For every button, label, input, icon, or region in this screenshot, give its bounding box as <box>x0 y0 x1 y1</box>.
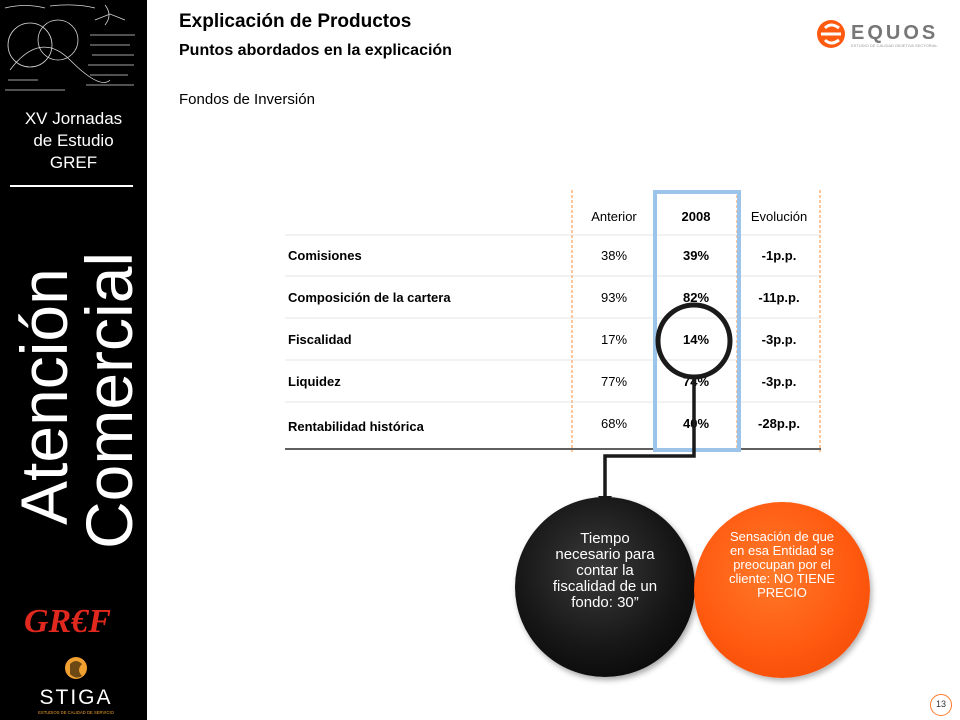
anterior-value: 68% <box>600 416 628 431</box>
callout-black-text: Tiempo necesario para contar la fiscalid… <box>552 530 658 611</box>
evolucion-value: -28p.p. <box>758 416 800 431</box>
event-line: XV Jornadas <box>24 109 123 128</box>
event-line: GREF <box>49 153 98 172</box>
section-vertical-title: Atención Comercial <box>7 252 146 549</box>
row-label: Composición de la cartera <box>288 290 451 305</box>
evolucion-value: -3p.p. <box>761 332 797 347</box>
anterior-value: 77% <box>600 374 628 389</box>
current-value: 14% <box>682 332 710 347</box>
anterior-value: 93% <box>600 290 628 305</box>
gref-logo-text: GR€F <box>24 603 111 640</box>
page-number: 13 <box>930 694 952 716</box>
stiga-tagline: ESTUDIOS DE CALIDAD DE SERVICIO <box>38 710 115 715</box>
current-value: 40% <box>682 416 710 431</box>
anterior-value: 38% <box>600 248 628 263</box>
callout-black-circle <box>515 497 695 677</box>
callout-orange-circle <box>694 502 870 678</box>
stiga-logo: STIGA ESTUDIOS DE CALIDAD DE SERVICIO <box>38 657 115 715</box>
equos-logo: EQUOS ESTUDIO DE CALIDAD OBJETIVA SECTOR… <box>817 20 938 48</box>
divider <box>10 185 133 187</box>
current-value: 39% <box>682 248 710 263</box>
row-label: Liquidez <box>288 374 341 389</box>
equos-logo-tagline: ESTUDIO DE CALIDAD OBJETIVA SECTORIAL <box>851 43 938 48</box>
callout-orange-text: Sensación de que en esa Entidad se preoc… <box>729 529 835 600</box>
vertical-title-line-2: Comercial <box>72 252 146 549</box>
anterior-value: 17% <box>600 332 628 347</box>
sidebar: XV Jornadas de Estudio GREF Atención Com… <box>0 0 147 720</box>
row-label: Fiscalidad <box>288 332 352 347</box>
evolucion-value: -11p.p. <box>758 290 800 305</box>
row-label: Rentabilidad histórica <box>288 419 424 434</box>
highlight-ring <box>655 302 733 380</box>
column-header-anterior: Anterior <box>591 209 637 224</box>
page-title: Explicación de Productos <box>179 11 412 32</box>
current-value: 82% <box>682 290 710 305</box>
row-label: Comisiones <box>288 248 362 263</box>
table-grid <box>285 190 821 452</box>
chalkboard-formulas-image <box>4 4 135 91</box>
connector-line <box>603 377 696 500</box>
gref-logo: GR€F <box>24 603 111 640</box>
column-header-evolucion: Evolución <box>750 209 808 224</box>
event-title: XV Jornadas de Estudio GREF <box>0 108 147 174</box>
equos-logo-text: EQUOS <box>851 22 938 44</box>
highlight-column <box>653 190 741 452</box>
vertical-title-line-1: Atención <box>7 268 81 525</box>
section-label: Fondos de Inversión <box>179 91 315 108</box>
evolucion-value: -3p.p. <box>761 374 797 389</box>
evolucion-value: -1p.p. <box>761 248 797 263</box>
page-subtitle: Puntos abordados en la explicación <box>179 42 452 59</box>
column-header-2008: 2008 <box>681 209 711 224</box>
event-line: de Estudio <box>33 131 114 150</box>
stiga-logo-text: STIGA <box>39 686 112 709</box>
